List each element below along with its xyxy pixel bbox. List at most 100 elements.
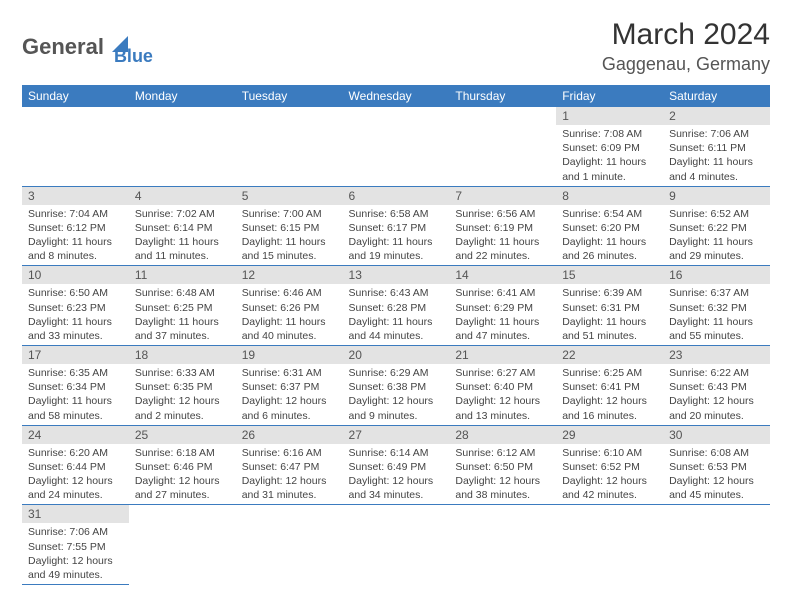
- day-details: Sunrise: 6:27 AMSunset: 6:40 PMDaylight:…: [449, 364, 556, 425]
- sunset-text: Sunset: 6:25 PM: [135, 301, 230, 315]
- sunset-text: Sunset: 6:17 PM: [349, 221, 444, 235]
- sunrise-text: Sunrise: 6:31 AM: [242, 366, 337, 380]
- day-number: 11: [129, 266, 236, 284]
- sunrise-text: Sunrise: 6:20 AM: [28, 446, 123, 460]
- sunrise-text: Sunrise: 6:56 AM: [455, 207, 550, 221]
- calendar-day-cell: [556, 505, 663, 585]
- daylight-text: Daylight: 11 hours and 19 minutes.: [349, 235, 444, 263]
- day-details: Sunrise: 6:31 AMSunset: 6:37 PMDaylight:…: [236, 364, 343, 425]
- day-details: Sunrise: 6:56 AMSunset: 6:19 PMDaylight:…: [449, 205, 556, 266]
- logo-text-blue: Blue: [114, 46, 153, 67]
- calendar-day-cell: [343, 107, 450, 186]
- day-details: Sunrise: 6:20 AMSunset: 6:44 PMDaylight:…: [22, 444, 129, 505]
- day-number: 21: [449, 346, 556, 364]
- sunrise-text: Sunrise: 7:00 AM: [242, 207, 337, 221]
- sunset-text: Sunset: 6:11 PM: [669, 141, 764, 155]
- calendar-day-cell: [129, 107, 236, 186]
- sunset-text: Sunset: 6:29 PM: [455, 301, 550, 315]
- month-title: March 2024: [602, 18, 770, 52]
- day-number: 29: [556, 426, 663, 444]
- weekday-header: Sunday: [22, 85, 129, 107]
- daylight-text: Daylight: 12 hours and 9 minutes.: [349, 394, 444, 422]
- page-header: General Blue March 2024 Gaggenau, German…: [22, 18, 770, 75]
- sunset-text: Sunset: 6:31 PM: [562, 301, 657, 315]
- calendar-day-cell: 29Sunrise: 6:10 AMSunset: 6:52 PMDayligh…: [556, 425, 663, 505]
- sunset-text: Sunset: 6:35 PM: [135, 380, 230, 394]
- calendar-day-cell: 18Sunrise: 6:33 AMSunset: 6:35 PMDayligh…: [129, 346, 236, 426]
- daylight-text: Daylight: 11 hours and 40 minutes.: [242, 315, 337, 343]
- day-details: Sunrise: 6:12 AMSunset: 6:50 PMDaylight:…: [449, 444, 556, 505]
- calendar-week-row: 3Sunrise: 7:04 AMSunset: 6:12 PMDaylight…: [22, 186, 770, 266]
- weekday-header: Monday: [129, 85, 236, 107]
- day-number: 1: [556, 107, 663, 125]
- day-details: Sunrise: 7:02 AMSunset: 6:14 PMDaylight:…: [129, 205, 236, 266]
- sunset-text: Sunset: 6:40 PM: [455, 380, 550, 394]
- day-number: 10: [22, 266, 129, 284]
- sunset-text: Sunset: 6:37 PM: [242, 380, 337, 394]
- day-number: 16: [663, 266, 770, 284]
- daylight-text: Daylight: 12 hours and 45 minutes.: [669, 474, 764, 502]
- sunrise-text: Sunrise: 7:06 AM: [28, 525, 123, 539]
- calendar-day-cell: 16Sunrise: 6:37 AMSunset: 6:32 PMDayligh…: [663, 266, 770, 346]
- daylight-text: Daylight: 12 hours and 24 minutes.: [28, 474, 123, 502]
- day-number: 14: [449, 266, 556, 284]
- calendar-day-cell: 24Sunrise: 6:20 AMSunset: 6:44 PMDayligh…: [22, 425, 129, 505]
- day-number: 24: [22, 426, 129, 444]
- daylight-text: Daylight: 12 hours and 34 minutes.: [349, 474, 444, 502]
- logo-text-general: General: [22, 34, 104, 60]
- calendar-day-cell: 1Sunrise: 7:08 AMSunset: 6:09 PMDaylight…: [556, 107, 663, 186]
- day-details: Sunrise: 6:08 AMSunset: 6:53 PMDaylight:…: [663, 444, 770, 505]
- day-details: Sunrise: 6:29 AMSunset: 6:38 PMDaylight:…: [343, 364, 450, 425]
- day-details: Sunrise: 6:41 AMSunset: 6:29 PMDaylight:…: [449, 284, 556, 345]
- day-number: 2: [663, 107, 770, 125]
- sunset-text: Sunset: 6:49 PM: [349, 460, 444, 474]
- sunset-text: Sunset: 6:28 PM: [349, 301, 444, 315]
- calendar-week-row: 24Sunrise: 6:20 AMSunset: 6:44 PMDayligh…: [22, 425, 770, 505]
- calendar-day-cell: 3Sunrise: 7:04 AMSunset: 6:12 PMDaylight…: [22, 186, 129, 266]
- calendar-day-cell: 12Sunrise: 6:46 AMSunset: 6:26 PMDayligh…: [236, 266, 343, 346]
- day-details: Sunrise: 7:06 AMSunset: 7:55 PMDaylight:…: [22, 523, 129, 584]
- day-number: 31: [22, 505, 129, 523]
- weekday-header: Saturday: [663, 85, 770, 107]
- day-details: Sunrise: 6:35 AMSunset: 6:34 PMDaylight:…: [22, 364, 129, 425]
- weekday-header: Tuesday: [236, 85, 343, 107]
- calendar-day-cell: 2Sunrise: 7:06 AMSunset: 6:11 PMDaylight…: [663, 107, 770, 186]
- sunset-text: Sunset: 6:22 PM: [669, 221, 764, 235]
- day-number: 23: [663, 346, 770, 364]
- sunrise-text: Sunrise: 6:43 AM: [349, 286, 444, 300]
- daylight-text: Daylight: 11 hours and 22 minutes.: [455, 235, 550, 263]
- calendar-day-cell: 7Sunrise: 6:56 AMSunset: 6:19 PMDaylight…: [449, 186, 556, 266]
- calendar-day-cell: 15Sunrise: 6:39 AMSunset: 6:31 PMDayligh…: [556, 266, 663, 346]
- day-details: Sunrise: 6:18 AMSunset: 6:46 PMDaylight:…: [129, 444, 236, 505]
- day-number: 3: [22, 187, 129, 205]
- daylight-text: Daylight: 11 hours and 47 minutes.: [455, 315, 550, 343]
- day-details: Sunrise: 6:46 AMSunset: 6:26 PMDaylight:…: [236, 284, 343, 345]
- sunset-text: Sunset: 7:55 PM: [28, 540, 123, 554]
- sunrise-text: Sunrise: 6:29 AM: [349, 366, 444, 380]
- calendar-day-cell: 19Sunrise: 6:31 AMSunset: 6:37 PMDayligh…: [236, 346, 343, 426]
- weekday-header: Thursday: [449, 85, 556, 107]
- calendar-day-cell: 9Sunrise: 6:52 AMSunset: 6:22 PMDaylight…: [663, 186, 770, 266]
- daylight-text: Daylight: 11 hours and 4 minutes.: [669, 155, 764, 183]
- daylight-text: Daylight: 11 hours and 26 minutes.: [562, 235, 657, 263]
- day-number: 28: [449, 426, 556, 444]
- sunrise-text: Sunrise: 6:33 AM: [135, 366, 230, 380]
- day-number: 18: [129, 346, 236, 364]
- calendar-day-cell: 11Sunrise: 6:48 AMSunset: 6:25 PMDayligh…: [129, 266, 236, 346]
- day-number: 19: [236, 346, 343, 364]
- daylight-text: Daylight: 12 hours and 16 minutes.: [562, 394, 657, 422]
- sunrise-text: Sunrise: 6:27 AM: [455, 366, 550, 380]
- sunset-text: Sunset: 6:43 PM: [669, 380, 764, 394]
- calendar-week-row: 31Sunrise: 7:06 AMSunset: 7:55 PMDayligh…: [22, 505, 770, 585]
- calendar-week-row: 10Sunrise: 6:50 AMSunset: 6:23 PMDayligh…: [22, 266, 770, 346]
- day-details: Sunrise: 6:54 AMSunset: 6:20 PMDaylight:…: [556, 205, 663, 266]
- sunset-text: Sunset: 6:50 PM: [455, 460, 550, 474]
- calendar-day-cell: [236, 505, 343, 585]
- location-label: Gaggenau, Germany: [602, 54, 770, 75]
- sunrise-text: Sunrise: 6:35 AM: [28, 366, 123, 380]
- calendar-day-cell: 20Sunrise: 6:29 AMSunset: 6:38 PMDayligh…: [343, 346, 450, 426]
- day-details: Sunrise: 7:04 AMSunset: 6:12 PMDaylight:…: [22, 205, 129, 266]
- calendar-day-cell: 5Sunrise: 7:00 AMSunset: 6:15 PMDaylight…: [236, 186, 343, 266]
- calendar-day-cell: 8Sunrise: 6:54 AMSunset: 6:20 PMDaylight…: [556, 186, 663, 266]
- day-details: Sunrise: 7:08 AMSunset: 6:09 PMDaylight:…: [556, 125, 663, 186]
